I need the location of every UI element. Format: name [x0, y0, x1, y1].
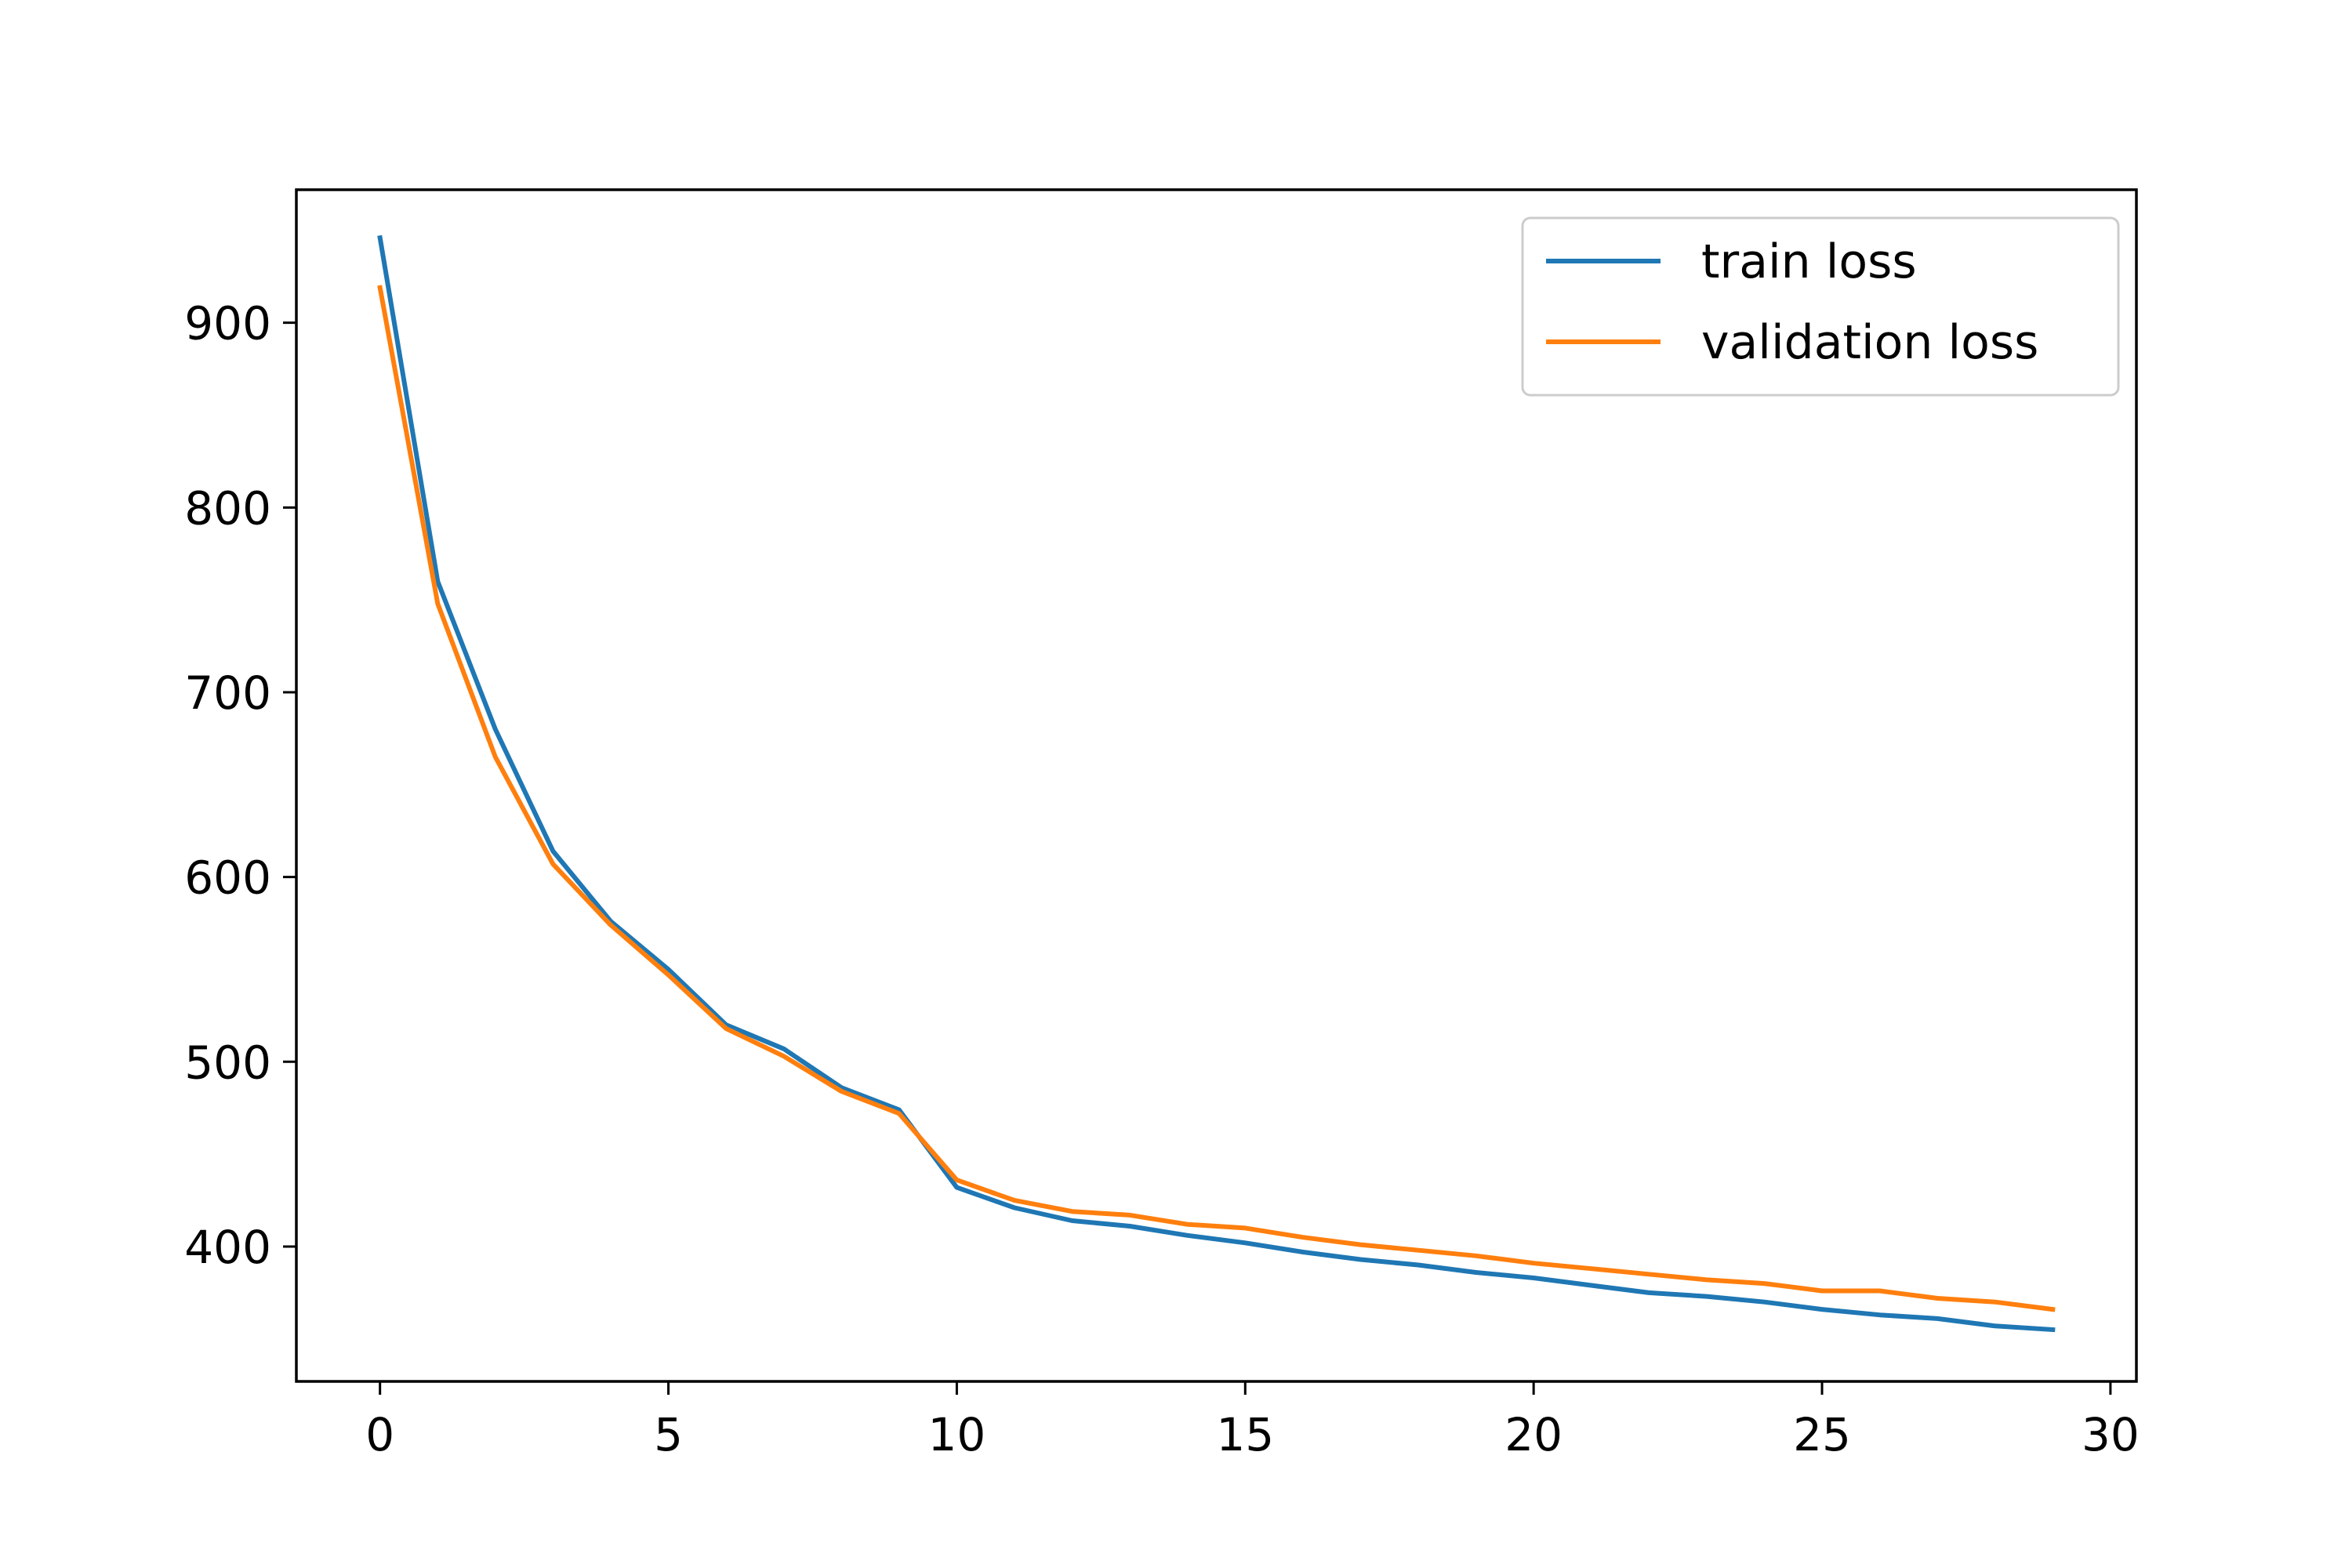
series-line-train-loss [377, 234, 2056, 1333]
y-tick-label: 400 [184, 1221, 271, 1274]
series-line-validation-loss [377, 285, 2056, 1312]
x-tick-label: 15 [1216, 1408, 1274, 1461]
y-tick-label: 500 [184, 1036, 271, 1089]
x-tick-label: 0 [365, 1408, 394, 1461]
x-tick-label: 20 [1504, 1408, 1563, 1461]
x-tick-label: 5 [654, 1408, 683, 1461]
x-tick-label: 30 [2082, 1408, 2140, 1461]
legend-box [1521, 216, 2120, 397]
plot-area [377, 234, 2056, 1333]
legend: train loss validation loss [1521, 216, 2120, 397]
y-tick-label: 700 [184, 666, 271, 720]
legend-label-validation-loss: validation loss [1701, 315, 2038, 370]
x-tick-label: 25 [1793, 1408, 1851, 1461]
x-tick-label: 10 [928, 1408, 986, 1461]
y-tick-label: 900 [184, 297, 271, 350]
axes-frame [295, 188, 2138, 1383]
legend-label-train-loss: train loss [1701, 234, 1917, 289]
y-tick-label: 800 [184, 481, 271, 535]
y-tick-label: 600 [184, 851, 271, 905]
axes: 0 5 10 15 20 25 30 400 500 600 700 800 900 [184, 188, 2140, 1461]
